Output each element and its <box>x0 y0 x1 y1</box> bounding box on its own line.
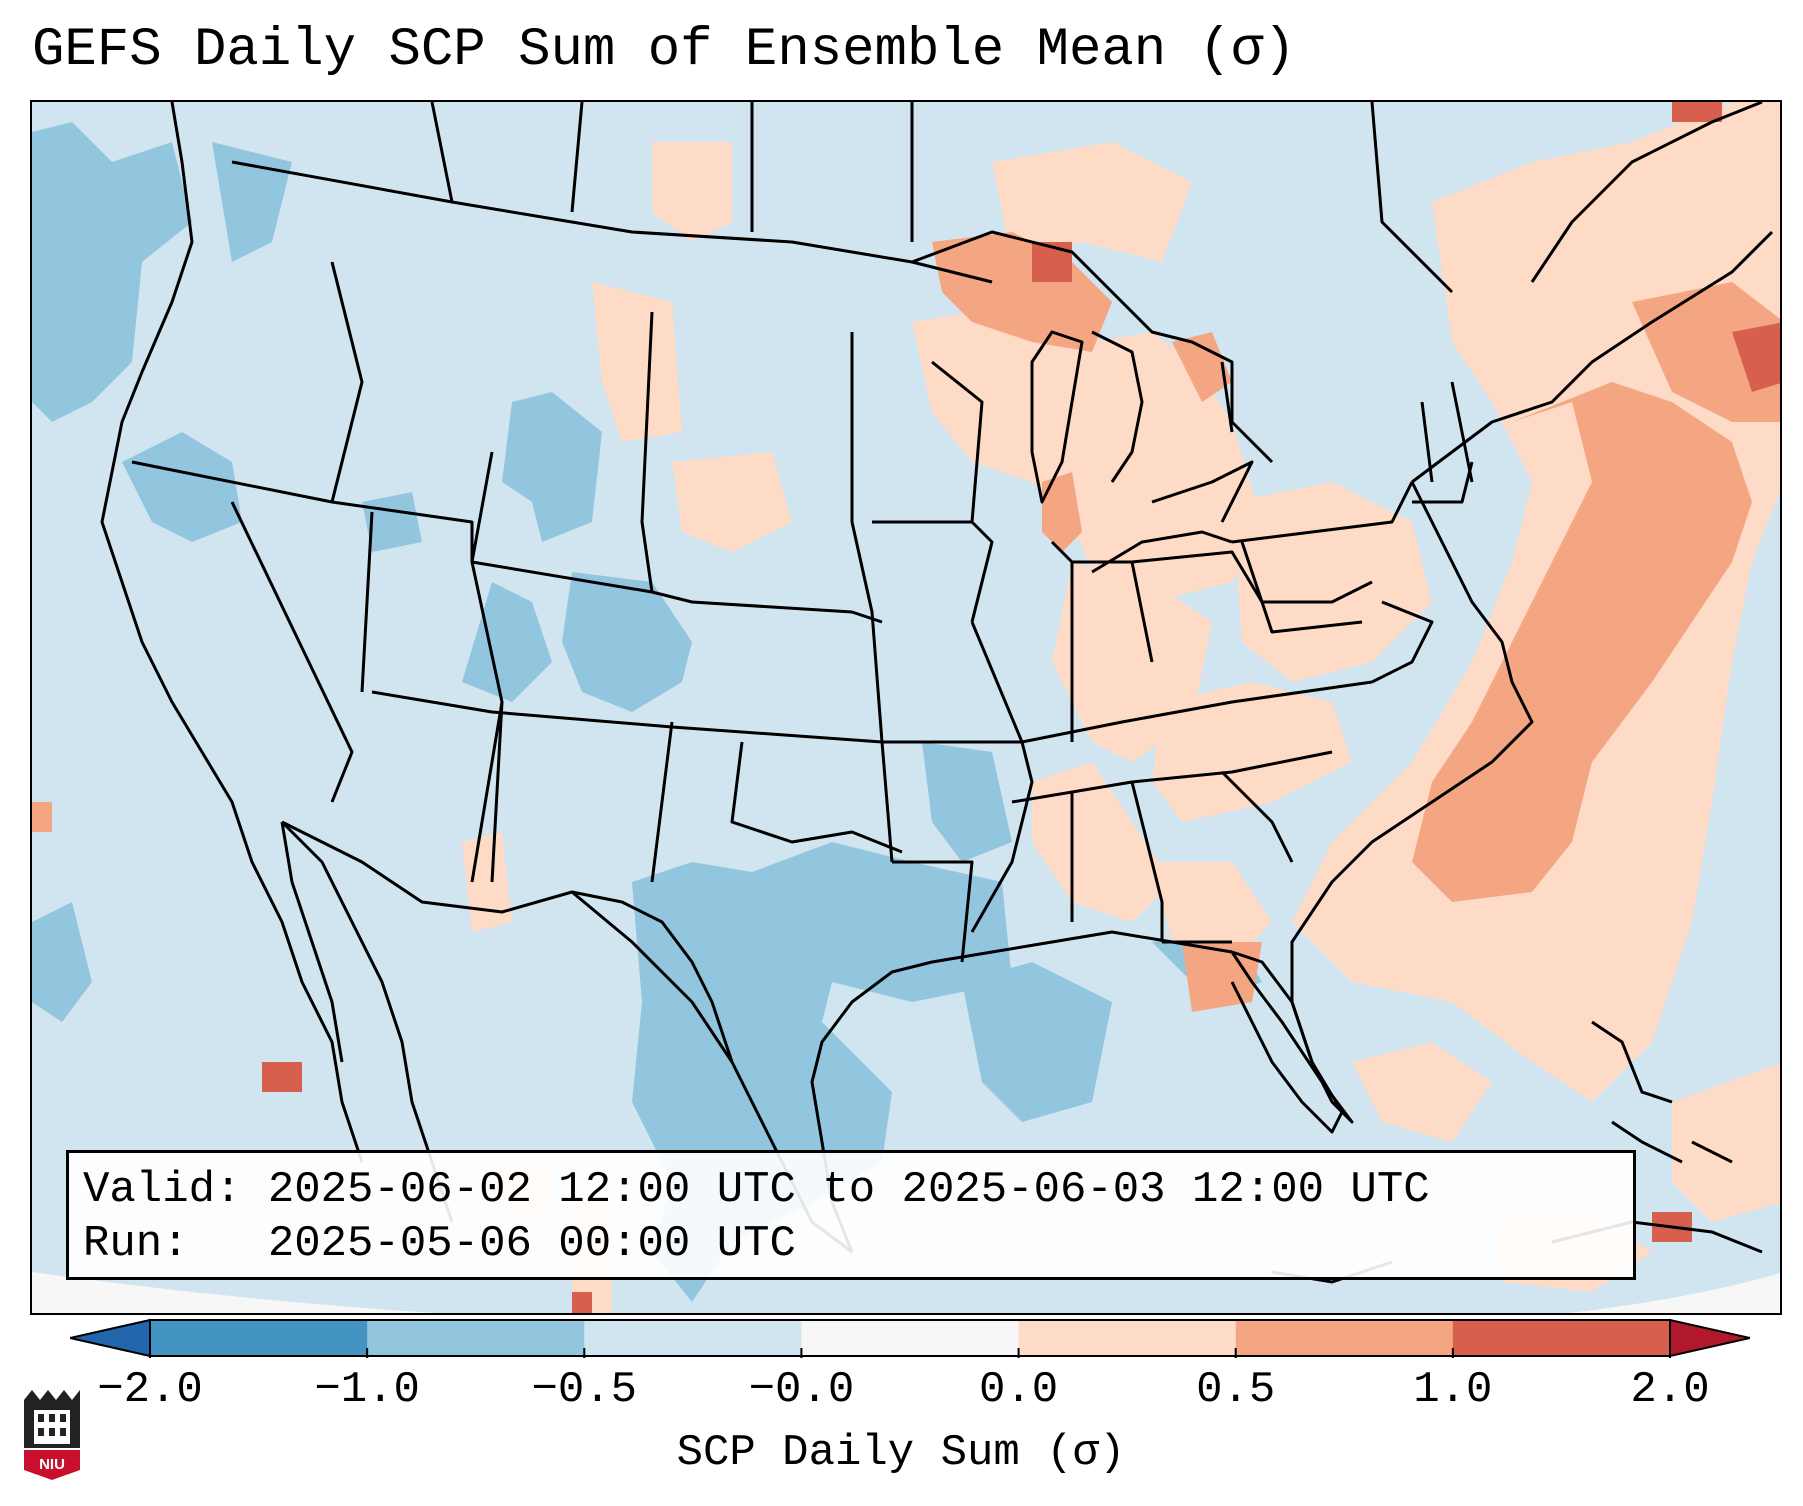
colorbar <box>70 1318 1750 1358</box>
negative-anomaly-areas <box>32 122 1262 1302</box>
valid-time-box: Valid: 2025-06-02 12:00 UTC to 2025-06-0… <box>66 1150 1636 1280</box>
colorbar-bin-5 <box>1235 1320 1454 1356</box>
colorbar-over-arrow <box>1669 1318 1750 1358</box>
colorbar-tick-label: −0.5 <box>531 1365 638 1415</box>
valid-label: Valid: <box>83 1165 242 1215</box>
colorbar-bin-1 <box>367 1320 585 1356</box>
map-canvas <box>32 102 1780 1313</box>
colorbar-tick-label: 2.0 <box>1630 1365 1710 1415</box>
high-positive-areas <box>262 102 1780 1313</box>
colorbar-tick-label: 1.0 <box>1413 1365 1493 1415</box>
colorbar-tick-label: 0.5 <box>1196 1365 1276 1415</box>
colorbar-bin-0 <box>150 1320 368 1356</box>
run-value: 2025-05-06 00:00 UTC <box>267 1219 796 1269</box>
logo-text: NIU <box>39 1456 65 1473</box>
map-panel <box>30 100 1782 1315</box>
map-outlines <box>100 102 1774 1254</box>
valid-value: 2025-06-02 12:00 UTC to 2025-06-03 12:00… <box>267 1165 1430 1215</box>
colorbar-bin-6 <box>1452 1320 1671 1356</box>
run-label: Run: <box>83 1219 189 1269</box>
moderate-positive-areas <box>32 232 1780 1012</box>
colorbar-tick-label: −2.0 <box>97 1365 203 1415</box>
colorbar-bin-3 <box>801 1320 1020 1356</box>
colorbar-label: SCP Daily Sum (σ) <box>676 1428 1126 1478</box>
niu-logo: NIU <box>24 1390 80 1480</box>
map-title: GEFS Daily SCP Sum of Ensemble Mean (σ) <box>32 20 1296 81</box>
colorbar-tick-label: −0.0 <box>748 1365 855 1415</box>
colorbar-bin-4 <box>1018 1320 1237 1356</box>
colorbar-tick-label: −1.0 <box>314 1365 420 1415</box>
colorbar-bin-2 <box>584 1320 802 1356</box>
colorbar-tick-label: 0.0 <box>978 1365 1059 1415</box>
colorbar-under-arrow <box>70 1318 151 1358</box>
